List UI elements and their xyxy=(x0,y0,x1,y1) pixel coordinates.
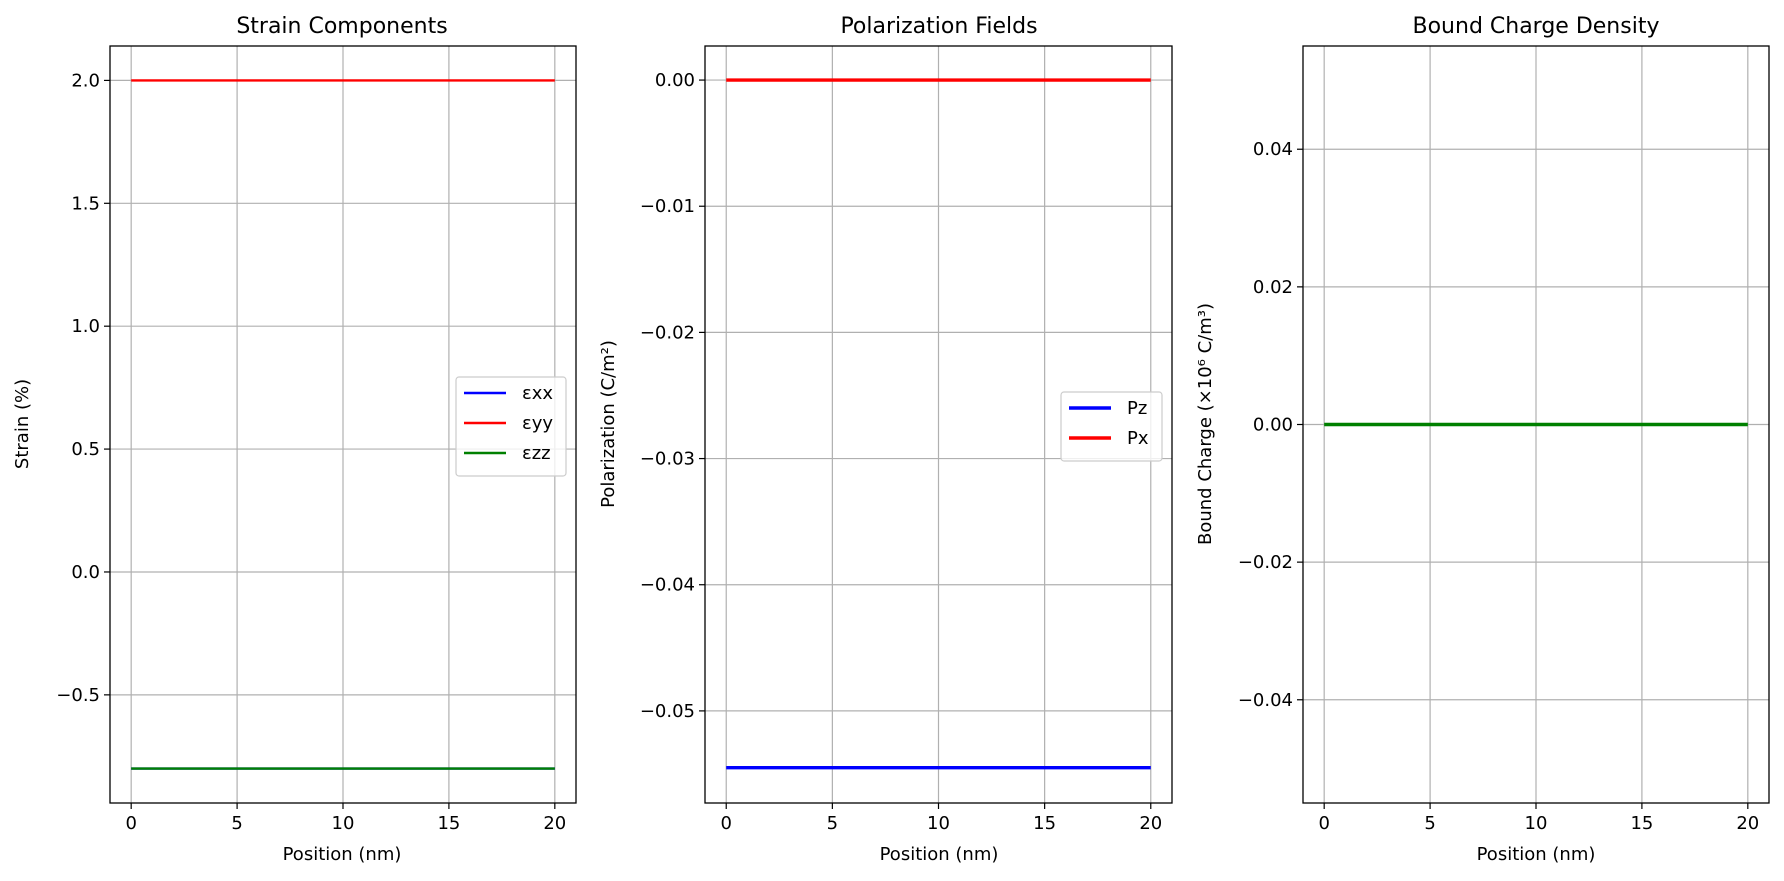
legend: εxx εyy εzz xyxy=(455,376,567,477)
x-axis-label: Position (nm) xyxy=(283,844,402,865)
y-axis-label: Bound Charge (×10⁶ C/m³) xyxy=(1195,303,1216,545)
y-tick-label: 0.5 xyxy=(71,439,100,460)
legend-label: εyy xyxy=(522,413,553,434)
x-tick-label: 5 xyxy=(1424,813,1435,834)
x-tick-label: 5 xyxy=(231,813,242,834)
x-tick-label: 15 xyxy=(1033,813,1056,834)
y-axis-label: Strain (%) xyxy=(12,379,33,469)
polarization-fields-panel: Polarization Fields 0 5 10 15 20 −0.05 −0.04 −0… xyxy=(598,14,1173,865)
y-tick-label: −0.04 xyxy=(640,575,695,596)
strain-components-panel: Strain Components 0 5 10 15 20 −0.5 0.0 0.5 1.0 1… xyxy=(12,14,577,865)
y-tick-label: −0.03 xyxy=(640,449,695,470)
y-tick-label: −0.01 xyxy=(640,196,695,217)
y-tick-label: −0.5 xyxy=(56,685,100,706)
panel-title: Polarization Fields xyxy=(840,14,1037,39)
x-tick-label: 20 xyxy=(543,813,566,834)
x-tick-label: 20 xyxy=(1139,813,1162,834)
y-tick-label: 0.02 xyxy=(1253,277,1293,298)
x-tick-label: 15 xyxy=(1630,813,1653,834)
x-tick-label: 5 xyxy=(827,813,838,834)
x-tick-label: 10 xyxy=(332,813,355,834)
y-tick-label: 0.00 xyxy=(1253,415,1293,436)
panel-title: Strain Components xyxy=(236,14,447,39)
legend-label: εzz xyxy=(522,443,551,464)
panel-title: Bound Charge Density xyxy=(1413,14,1660,39)
y-tick-label: 1.5 xyxy=(71,193,100,214)
y-tick-label: −0.05 xyxy=(640,701,695,722)
y-tick-label: 0.00 xyxy=(655,70,695,91)
y-axis-label: Polarization (C/m²) xyxy=(598,340,619,508)
x-tick-label: 0 xyxy=(721,813,732,834)
legend-label: εxx xyxy=(522,383,553,404)
legend-frame xyxy=(455,376,567,477)
x-tick-label: 0 xyxy=(1318,813,1329,834)
y-tick-label: 0.04 xyxy=(1253,139,1293,160)
y-tick-label: 1.0 xyxy=(71,316,100,337)
x-tick-label: 15 xyxy=(437,813,460,834)
bound-charge-density-panel: Bound Charge Density 0 5 10 15 20 −0.04 −0.02 0… xyxy=(1195,14,1770,865)
x-axis-label: Position (nm) xyxy=(880,844,999,865)
y-tick-label: −0.04 xyxy=(1238,690,1293,711)
legend: Pz Px xyxy=(1060,391,1163,462)
legend-label: Px xyxy=(1127,428,1149,449)
y-tick-label: −0.02 xyxy=(640,322,695,343)
legend-label: Pz xyxy=(1127,398,1147,419)
x-tick-label: 10 xyxy=(1525,813,1548,834)
y-tick-label: 2.0 xyxy=(71,70,100,91)
x-tick-label: 20 xyxy=(1736,813,1759,834)
x-axis-label: Position (nm) xyxy=(1477,844,1596,865)
y-tick-label: 0.0 xyxy=(71,562,100,583)
x-tick-label: 0 xyxy=(125,813,136,834)
x-tick-label: 10 xyxy=(927,813,950,834)
y-tick-label: −0.02 xyxy=(1238,552,1293,573)
